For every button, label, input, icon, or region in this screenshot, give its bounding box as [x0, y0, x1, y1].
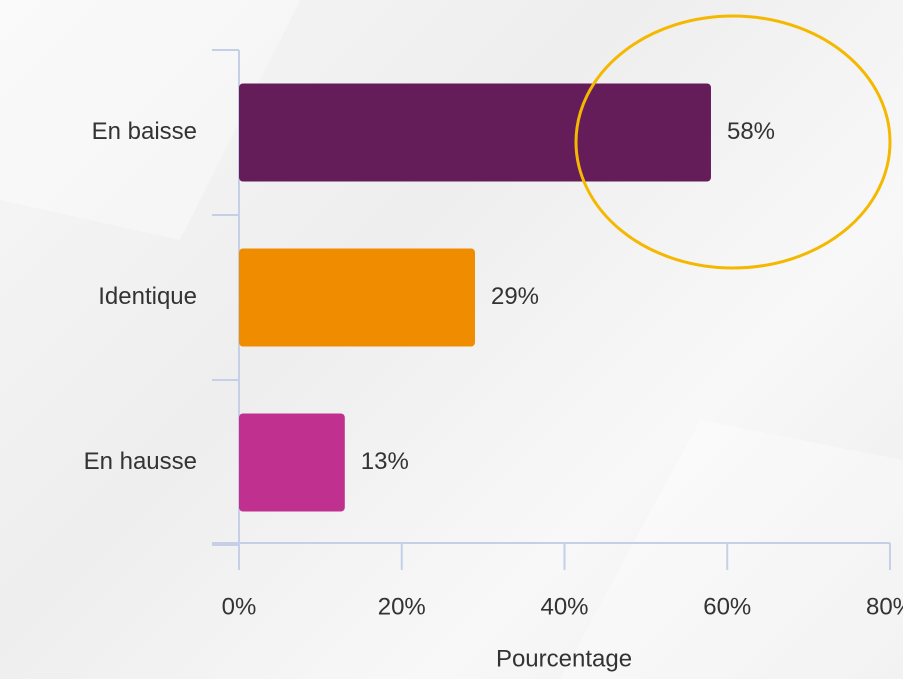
bar	[239, 83, 711, 182]
x-axis-label: Pourcentage	[496, 645, 632, 672]
x-tick-label: 0%	[222, 593, 257, 620]
highlight-ellipse	[574, 14, 892, 270]
value-label: 58%	[727, 118, 775, 145]
x-tick-label: 40%	[540, 593, 588, 620]
bar	[239, 413, 345, 512]
value-label: 13%	[361, 448, 409, 475]
value-label: 29%	[491, 283, 539, 310]
x-tick-label: 20%	[378, 593, 426, 620]
category-label: Identique	[98, 283, 197, 310]
bar	[239, 248, 475, 347]
x-tick-label: 60%	[703, 593, 751, 620]
x-tick-label: 80%	[866, 593, 903, 620]
category-label: En hausse	[84, 448, 197, 475]
category-label: En baisse	[92, 118, 197, 145]
